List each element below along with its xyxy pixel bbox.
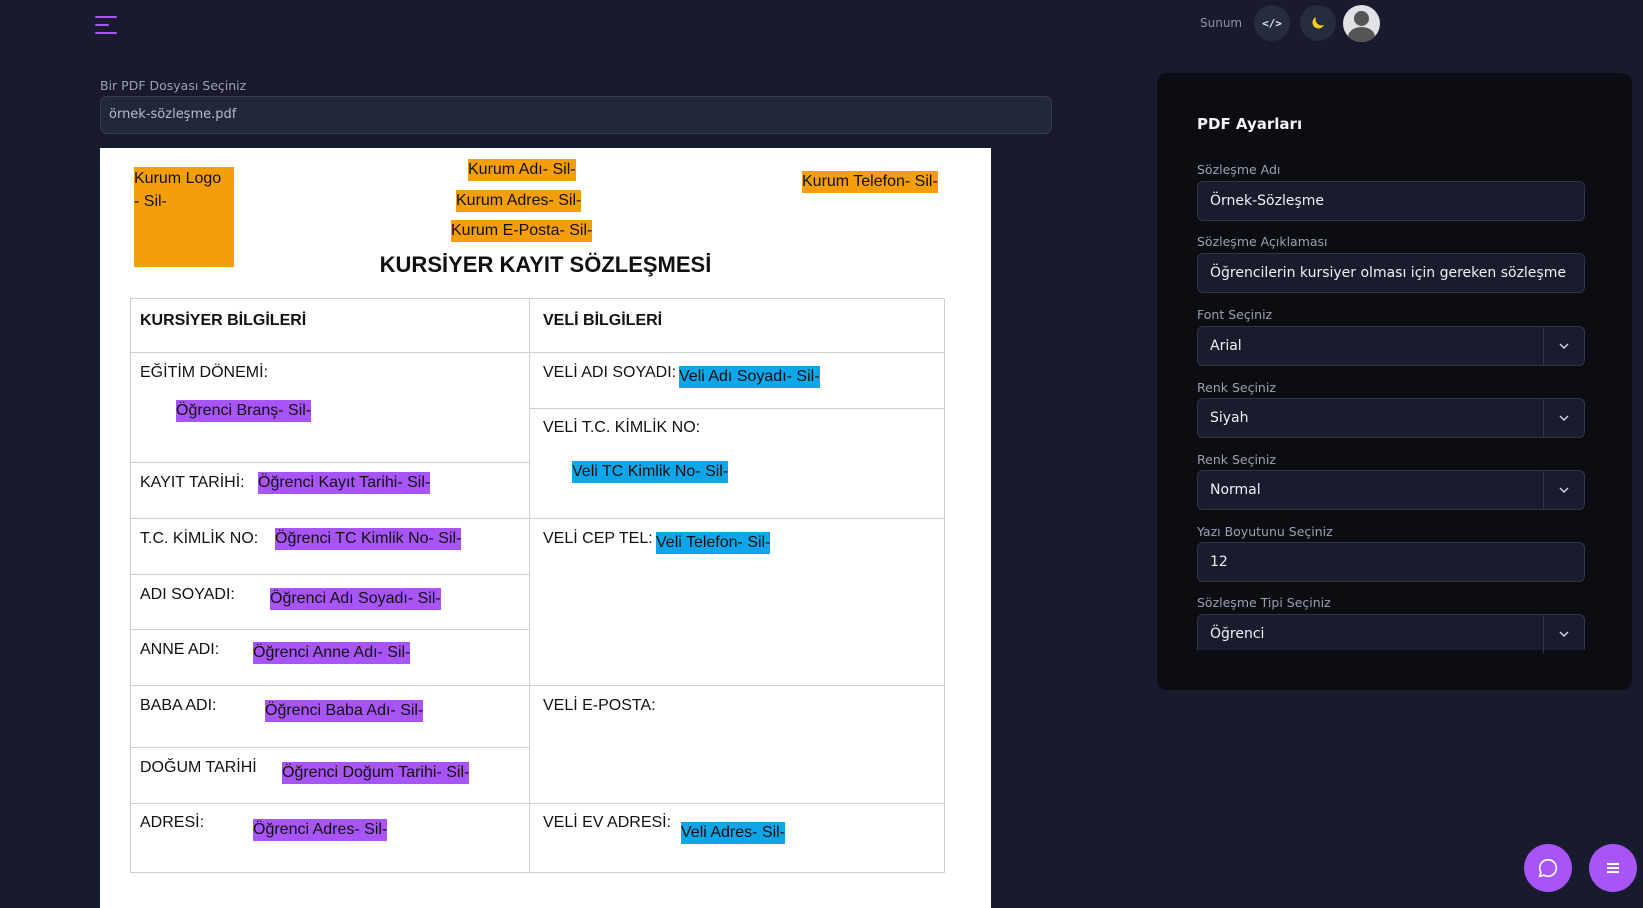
renk-select-2-value: Normal <box>1210 482 1261 498</box>
tc-label: T.C. KİMLİK NO: <box>140 530 259 547</box>
table-mid-border <box>529 298 530 873</box>
code-icon[interactable]: </> <box>1254 5 1290 41</box>
moon-icon[interactable] <box>1300 5 1336 41</box>
egitim-label: EĞİTİM DÖNEMİ: <box>140 364 268 381</box>
adres-label: ADRESİ: <box>140 814 205 831</box>
moon-icon-shape <box>1312 17 1324 29</box>
kursiyer-header: KURSİYER BİLGİLERİ <box>140 312 307 329</box>
row-divider <box>130 574 529 575</box>
sozlesme-adi-label: Sözleşme Adı <box>1197 162 1281 177</box>
chat-button[interactable] <box>1524 844 1572 892</box>
ogrenci-brans-tag[interactable]: Öğrenci Branş- Sil- <box>176 400 312 422</box>
avatar[interactable] <box>1343 5 1380 42</box>
pdf-settings-panel: PDF Ayarları Sözleşme Adı Örnek-Sözleşme… <box>1157 73 1632 690</box>
row-divider <box>130 629 529 630</box>
renk-select-label-2: Renk Seçiniz <box>1197 452 1276 467</box>
chevron-down-icon <box>1543 399 1584 437</box>
veli-eposta-label: VELİ E-POSTA: <box>543 697 656 714</box>
veli-adi-tag[interactable]: Veli Adı Soyadı- Sil- <box>679 366 820 388</box>
table-left-border <box>130 298 131 873</box>
sunum-link[interactable]: Sunum <box>1200 16 1243 30</box>
row-divider <box>130 747 529 748</box>
veli-ev-label: VELİ EV ADRESİ: <box>543 814 672 831</box>
ogrenci-kayit-tag[interactable]: Öğrenci Kayıt Tarihi- Sil- <box>258 472 431 494</box>
row-divider <box>130 352 945 353</box>
veli-header: VELİ BİLGİLERİ <box>543 312 663 329</box>
table-right-border <box>944 298 945 873</box>
sozlesme-tipi-label: Sözleşme Tipi Seçiniz <box>1197 595 1331 610</box>
veli-cep-label: VELİ CEP TEL: <box>543 530 653 547</box>
font-select[interactable]: Arial <box>1197 326 1585 366</box>
renk-select[interactable]: Siyah <box>1197 398 1585 438</box>
sozlesme-aciklama-label: Sözleşme Açıklaması <box>1197 234 1328 249</box>
yazi-boyutu-input[interactable]: 12 <box>1197 542 1585 582</box>
renk-select-value: Siyah <box>1210 410 1249 426</box>
chevron-down-icon <box>1543 471 1584 509</box>
file-label: Bir PDF Dosyası Seçiniz <box>100 78 247 93</box>
ogrenci-adres-tag[interactable]: Öğrenci Adres- Sil- <box>253 819 388 841</box>
row-divider <box>130 685 945 686</box>
kurum-logo-line2: - Sil- <box>134 193 167 210</box>
list-icon <box>1607 863 1619 873</box>
sozlesme-adi-input[interactable]: Örnek-Sözleşme <box>1197 181 1585 221</box>
font-select-label: Font Seçiniz <box>1197 307 1273 322</box>
veli-cep-tag[interactable]: Veli Telefon- Sil- <box>656 532 771 554</box>
renk-select-label: Renk Seçiniz <box>1197 380 1276 395</box>
kurum-logo-line1: Kurum Logo <box>134 170 222 187</box>
sozlesme-tipi-value: Öğrenci <box>1210 626 1265 642</box>
font-select-value: Arial <box>1210 338 1242 354</box>
kurum-adi-tag[interactable]: Kurum Adı- Sil- <box>468 159 576 181</box>
kurum-telefon-tag[interactable]: Kurum Telefon- Sil- <box>802 171 938 193</box>
row-divider <box>130 462 529 463</box>
chevron-down-icon <box>1543 327 1584 365</box>
veli-tc-tag[interactable]: Veli TC Kimlik No- Sil- <box>572 461 729 483</box>
veli-tc-label: VELİ T.C. KİMLİK NO: <box>543 419 701 436</box>
baba-adi-label: BABA ADI: <box>140 697 217 714</box>
kurum-adres-tag[interactable]: Kurum Adres- Sil- <box>456 190 582 212</box>
ogrenci-dogum-tag[interactable]: Öğrenci Doğum Tarihi- Sil- <box>282 762 470 784</box>
ogrenci-adi-tag[interactable]: Öğrenci Adı Soyadı- Sil- <box>270 588 441 610</box>
chat-icon <box>1538 858 1558 878</box>
sozlesme-tipi-select[interactable]: Öğrenci <box>1197 614 1585 653</box>
settings-title: PDF Ayarları <box>1197 115 1303 133</box>
adi-soyadi-label: ADI SOYADI: <box>140 586 235 603</box>
pdf-preview: Kurum Logo - Sil- Kurum Adı- Sil- Kurum … <box>100 148 991 908</box>
hamburger-menu-icon[interactable] <box>95 14 119 36</box>
document-title: KURSİYER KAYIT SÖZLEŞMESİ <box>379 252 712 277</box>
sozlesme-aciklama-input[interactable]: Öğrencilerin kursiyer olması için gereke… <box>1197 253 1585 293</box>
veli-ev-tag[interactable]: Veli Adres- Sil- <box>681 822 786 844</box>
veli-adi-label: VELİ ADI SOYADI: <box>543 364 677 381</box>
row-divider <box>529 408 945 409</box>
chevron-down-icon <box>1543 615 1584 653</box>
yazi-boyutu-label: Yazı Boyutunu Seçiniz <box>1197 524 1333 539</box>
renk-select-2[interactable]: Normal <box>1197 470 1585 510</box>
ogrenci-baba-tag[interactable]: Öğrenci Baba Adı- Sil- <box>265 700 424 722</box>
list-menu-button[interactable] <box>1589 844 1637 892</box>
kurum-logo-box[interactable]: Kurum Logo - Sil- <box>134 167 234 267</box>
anne-adi-label: ANNE ADI: <box>140 641 220 658</box>
row-divider <box>130 803 945 804</box>
ogrenci-tc-tag[interactable]: Öğrenci TC Kimlik No- Sil- <box>275 528 462 550</box>
table-top-border <box>130 298 945 299</box>
table-bottom-border <box>130 872 945 873</box>
file-input[interactable]: örnek-sözleşme.pdf <box>100 96 1052 134</box>
kurum-eposta-tag[interactable]: Kurum E-Posta- Sil- <box>451 220 593 242</box>
row-divider <box>130 518 945 519</box>
ogrenci-anne-tag[interactable]: Öğrenci Anne Adı- Sil- <box>253 642 411 664</box>
kayit-label: KAYIT TARİHİ: <box>140 474 245 491</box>
dogum-label: DOĞUM TARİHİ <box>140 759 257 776</box>
